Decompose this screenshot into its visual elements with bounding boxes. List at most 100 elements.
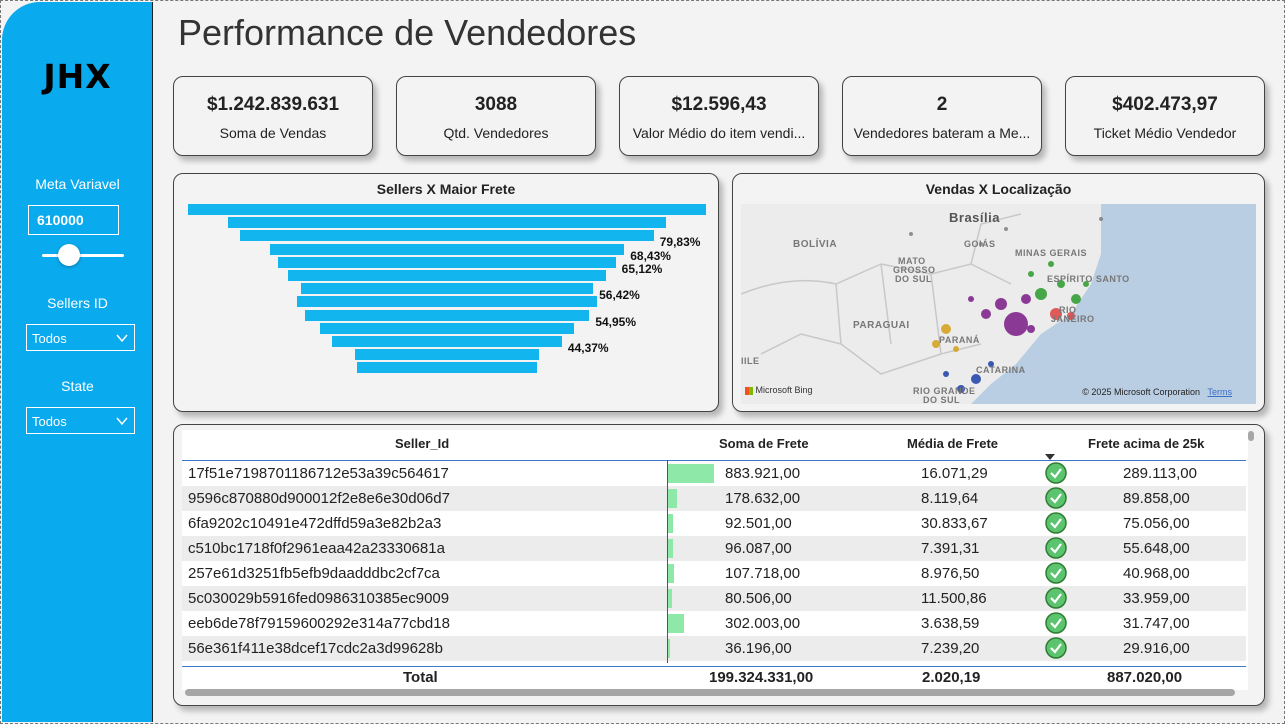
- cell-seller-id: 5c030029b5916fed0986310385ec9009: [188, 590, 450, 607]
- funnel-bar[interactable]: [354, 349, 540, 361]
- table-row[interactable]: 257e61d3251fb5efb9daadddbc2cf7ca 107.718,…: [182, 561, 1246, 586]
- cell-seller-id: 17f51e7198701186712e53a39c564617: [188, 465, 449, 482]
- map-card[interactable]: Vendas X Localização: [732, 173, 1265, 412]
- map-label-brasilia: Brasília: [949, 210, 1000, 225]
- funnel-label: 65,12%: [621, 261, 663, 276]
- map-label-goias: GOIÁS: [964, 239, 996, 249]
- sellers-dropdown[interactable]: Todos: [26, 324, 135, 351]
- cell-frete-acima: 31.747,00: [1123, 615, 1190, 632]
- databar: [668, 464, 714, 483]
- funnel-bar[interactable]: [188, 204, 706, 215]
- sellers-label: Sellers ID: [47, 295, 108, 311]
- funnel-bar[interactable]: [240, 230, 654, 242]
- cell-seller-id: c510bc1718f0f2961eaa42a23330681a: [188, 540, 445, 557]
- table-total-row: Total 199.324.331,00 2.020,19 887.020,00: [182, 666, 1248, 692]
- kpi-value: $1.242.839.631: [206, 94, 340, 115]
- page-title: Performance de Vendedores: [178, 12, 637, 53]
- vertical-scrollbar[interactable]: [1248, 431, 1254, 441]
- sidebar: JHX Meta Variavel 610000 Sellers ID Todo…: [2, 2, 153, 722]
- kpi-label: Vendedores bateram a Me...: [853, 125, 1031, 141]
- kpi-card-avg-item[interactable]: $12.596,43 Valor Médio do item vendi...: [619, 76, 819, 156]
- check-circle-icon: [1045, 537, 1067, 559]
- cell-frete-acima: 55.648,00: [1123, 540, 1190, 557]
- funnel-bar[interactable]: [287, 270, 607, 281]
- map-label-grosso: GROSSO: [893, 265, 936, 275]
- terms-link[interactable]: Terms: [1207, 387, 1233, 397]
- map-title: Vendas X Localização: [925, 181, 1072, 197]
- check-circle-icon: [1045, 562, 1067, 584]
- kpi-label: Valor Médio do item vendi...: [632, 125, 806, 141]
- cell-frete-acima: 33.959,00: [1123, 590, 1190, 607]
- column-header-soma-frete[interactable]: Soma de Frete: [719, 436, 809, 451]
- funnel-card[interactable]: Sellers X Maior Frete 79,83% 68,43% 65,12%…: [173, 173, 719, 412]
- table-row[interactable]: c510bc1718f0f2961eaa42a23330681a 96.087,0…: [182, 536, 1246, 561]
- cell-media-frete: 8.119,64: [921, 490, 979, 507]
- total-divider: [182, 666, 1246, 667]
- state-dropdown-value: Todos: [32, 414, 67, 429]
- map-label-bolivia: BOLÍVIA: [793, 239, 838, 250]
- map-label-dosul2: DO SUL: [923, 395, 961, 404]
- map-label-espirito: ESPÍRITO SANTO: [1047, 274, 1130, 284]
- state-label: State: [61, 378, 94, 394]
- funnel-title: Sellers X Maior Frete: [376, 181, 516, 197]
- kpi-value: $402.473,97: [1112, 94, 1218, 115]
- state-dropdown[interactable]: Todos: [26, 407, 135, 434]
- kpi-card-sellers-count[interactable]: 3088 Qtd. Vendedores: [396, 76, 596, 156]
- table-row[interactable]: 9596c870880d900012f2e8e6e30d06d7 178.632,…: [182, 486, 1246, 511]
- cell-media-frete: 7.239,20: [921, 640, 980, 657]
- chevron-down-icon: [116, 417, 128, 426]
- check-circle-icon: [1045, 587, 1067, 609]
- map-view[interactable]: Brasília BOLÍVIA GOIÁS MINAS GERAIS ESPÍ…: [741, 204, 1256, 404]
- kpi-card-goal-hit[interactable]: 2 Vendedores bateram a Me...: [842, 76, 1042, 156]
- meta-slider-track[interactable]: [42, 254, 124, 257]
- cell-soma-frete: 80.506,00: [725, 590, 792, 607]
- meta-input[interactable]: 610000: [28, 205, 119, 235]
- map-label-catarina: CATARINA: [976, 365, 1026, 375]
- check-circle-icon: [1045, 487, 1067, 509]
- kpi-card-avg-ticket[interactable]: $402.473,97 Ticket Médio Vendedor: [1065, 76, 1265, 156]
- funnel-bar[interactable]: [296, 296, 598, 308]
- total-label: Total: [403, 669, 438, 686]
- funnel-label: 68,43%: [630, 248, 671, 263]
- horizontal-scrollbar[interactable]: [185, 689, 1235, 696]
- table-row[interactable]: 56e361f411e38dcef17cdc2a3d99628b 36.196,0…: [182, 636, 1246, 661]
- funnel-bar[interactable]: [300, 283, 594, 295]
- meta-slider-thumb[interactable]: [58, 244, 81, 266]
- funnel-bar[interactable]: [304, 309, 590, 321]
- cell-soma-frete: 178.632,00: [725, 490, 801, 507]
- cell-soma-frete: 107.718,00: [725, 565, 801, 582]
- column-header-frete-acima[interactable]: Frete acima de 25k: [1088, 436, 1205, 451]
- check-circle-icon: [1045, 612, 1067, 634]
- funnel-bar[interactable]: [332, 336, 562, 347]
- map-points: [909, 217, 1103, 393]
- funnel-bar[interactable]: [356, 362, 538, 374]
- chevron-down-icon: [116, 334, 128, 343]
- cell-soma-frete: 36.196,00: [725, 640, 792, 657]
- cell-frete-acima: 75.056,00: [1123, 515, 1190, 532]
- cell-seller-id: 9596c870880d900012f2e8e6e30d06d7: [188, 490, 450, 507]
- map-background: [741, 204, 1256, 404]
- kpi-card-sales[interactable]: $1.242.839.631 Soma de Vendas: [173, 76, 373, 156]
- kpi-value: $12.596,43: [671, 94, 767, 115]
- map-label-riogrande: RIO GRANDE: [913, 386, 976, 396]
- databar: [668, 614, 684, 633]
- sort-descending-icon[interactable]: [1045, 454, 1055, 460]
- sellers-table[interactable]: Seller_Id Soma de Frete Média de Frete F…: [182, 430, 1248, 690]
- cell-seller-id: 257e61d3251fb5efb9daadddbc2cf7ca: [188, 565, 440, 582]
- table-row[interactable]: 5c030029b5916fed0986310385ec9009 80.506,0…: [182, 586, 1246, 611]
- funnel-bar[interactable]: [320, 322, 574, 334]
- total-acima: 887.020,00: [1107, 669, 1183, 686]
- table-row[interactable]: 6fa9202c10491e472dffd59a3e82b2a3 92.501,0…: [182, 511, 1246, 536]
- funnel-bar[interactable]: [269, 243, 625, 255]
- funnel-bar[interactable]: [278, 256, 616, 268]
- column-header-seller-id[interactable]: Seller_Id: [395, 436, 450, 451]
- check-circle-icon: [1045, 637, 1067, 659]
- map-label-chile: IILE: [741, 356, 760, 366]
- map-label-mato: MATO: [898, 256, 926, 266]
- column-header-media-frete[interactable]: Média de Frete: [907, 436, 999, 451]
- table-row[interactable]: 17f51e7198701186712e53a39c564617 883.921,…: [182, 461, 1246, 486]
- header-divider: [182, 460, 1246, 461]
- table-row[interactable]: eeb6de78f79159600292e314a77cbd18 302.003,…: [182, 611, 1246, 636]
- funnel-bar[interactable]: [227, 217, 667, 229]
- cell-media-frete: 11.500,86: [921, 590, 987, 607]
